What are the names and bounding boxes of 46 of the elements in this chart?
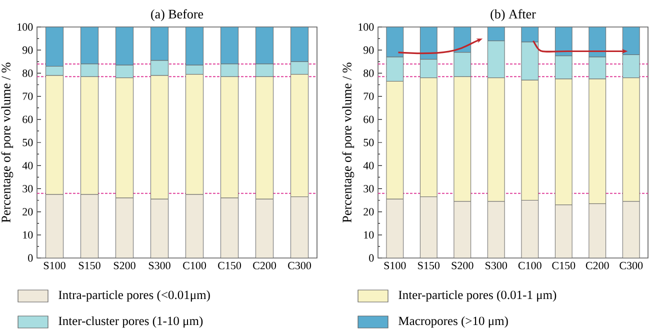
- y-tick-label: 40: [363, 162, 374, 170]
- y-tick-label: 90: [364, 46, 374, 54]
- y-tick-label: 10: [364, 231, 374, 239]
- y-tick-label: 80: [22, 69, 33, 77]
- x-tick-label: S200: [452, 262, 474, 270]
- x-tick-label: C300: [288, 262, 311, 270]
- x-tick-label: S100: [44, 262, 66, 270]
- x-tick-label: S150: [418, 262, 440, 270]
- legend-label: Inter-cluster pores (1-10 μm): [58, 316, 203, 328]
- x-tick-label: C200: [253, 262, 276, 270]
- y-tick-label: 80: [364, 69, 374, 77]
- y-tick-label: 60: [22, 116, 33, 124]
- y-tick-label: 10: [23, 231, 33, 239]
- x-tick-label: S300: [486, 262, 508, 270]
- x-tick-label: C150: [552, 262, 576, 270]
- y-axis-title: Percentage of pore volume / %: [1, 62, 14, 222]
- y-tick-label: 70: [22, 92, 33, 100]
- y-tick-label: 70: [364, 92, 374, 100]
- y-tick-label: 60: [364, 116, 374, 124]
- x-tick-label: S150: [78, 262, 100, 270]
- y-tick-label: 0: [369, 254, 374, 262]
- y-tick-label: 50: [364, 138, 374, 146]
- chart-title: (a) Before: [151, 9, 204, 22]
- y-tick-label: 50: [22, 138, 33, 146]
- x-tick-label: C150: [218, 262, 241, 270]
- x-tick-label: C300: [620, 262, 643, 270]
- y-tick-label: 0: [28, 254, 33, 262]
- y-tick-label: 20: [364, 208, 374, 216]
- x-tick-label: S300: [148, 262, 170, 270]
- legend-label: Inter-particle pores (0.01-1 μm): [398, 290, 556, 302]
- x-tick-label: C100: [518, 262, 542, 270]
- x-tick-label: C100: [183, 262, 206, 270]
- x-tick-label: C200: [586, 262, 609, 270]
- y-tick-label: 100: [358, 23, 374, 31]
- y-tick-label: 30: [22, 184, 33, 192]
- chart-title: (b) After: [490, 9, 536, 22]
- y-tick-label: 100: [18, 23, 33, 31]
- y-tick-label: 20: [22, 208, 33, 216]
- x-tick-label: S200: [114, 262, 136, 270]
- legend-label: Macropores (>10 μm): [398, 316, 508, 328]
- y-axis-title: Percentage of pore volume / %: [342, 62, 354, 222]
- y-tick-label: 90: [22, 46, 33, 54]
- y-tick-label: 40: [22, 162, 33, 170]
- legend-label: Intra-particle pores (<0.01μm): [58, 290, 210, 302]
- y-tick-label: 30: [364, 184, 374, 192]
- x-tick-label: S100: [384, 262, 406, 270]
